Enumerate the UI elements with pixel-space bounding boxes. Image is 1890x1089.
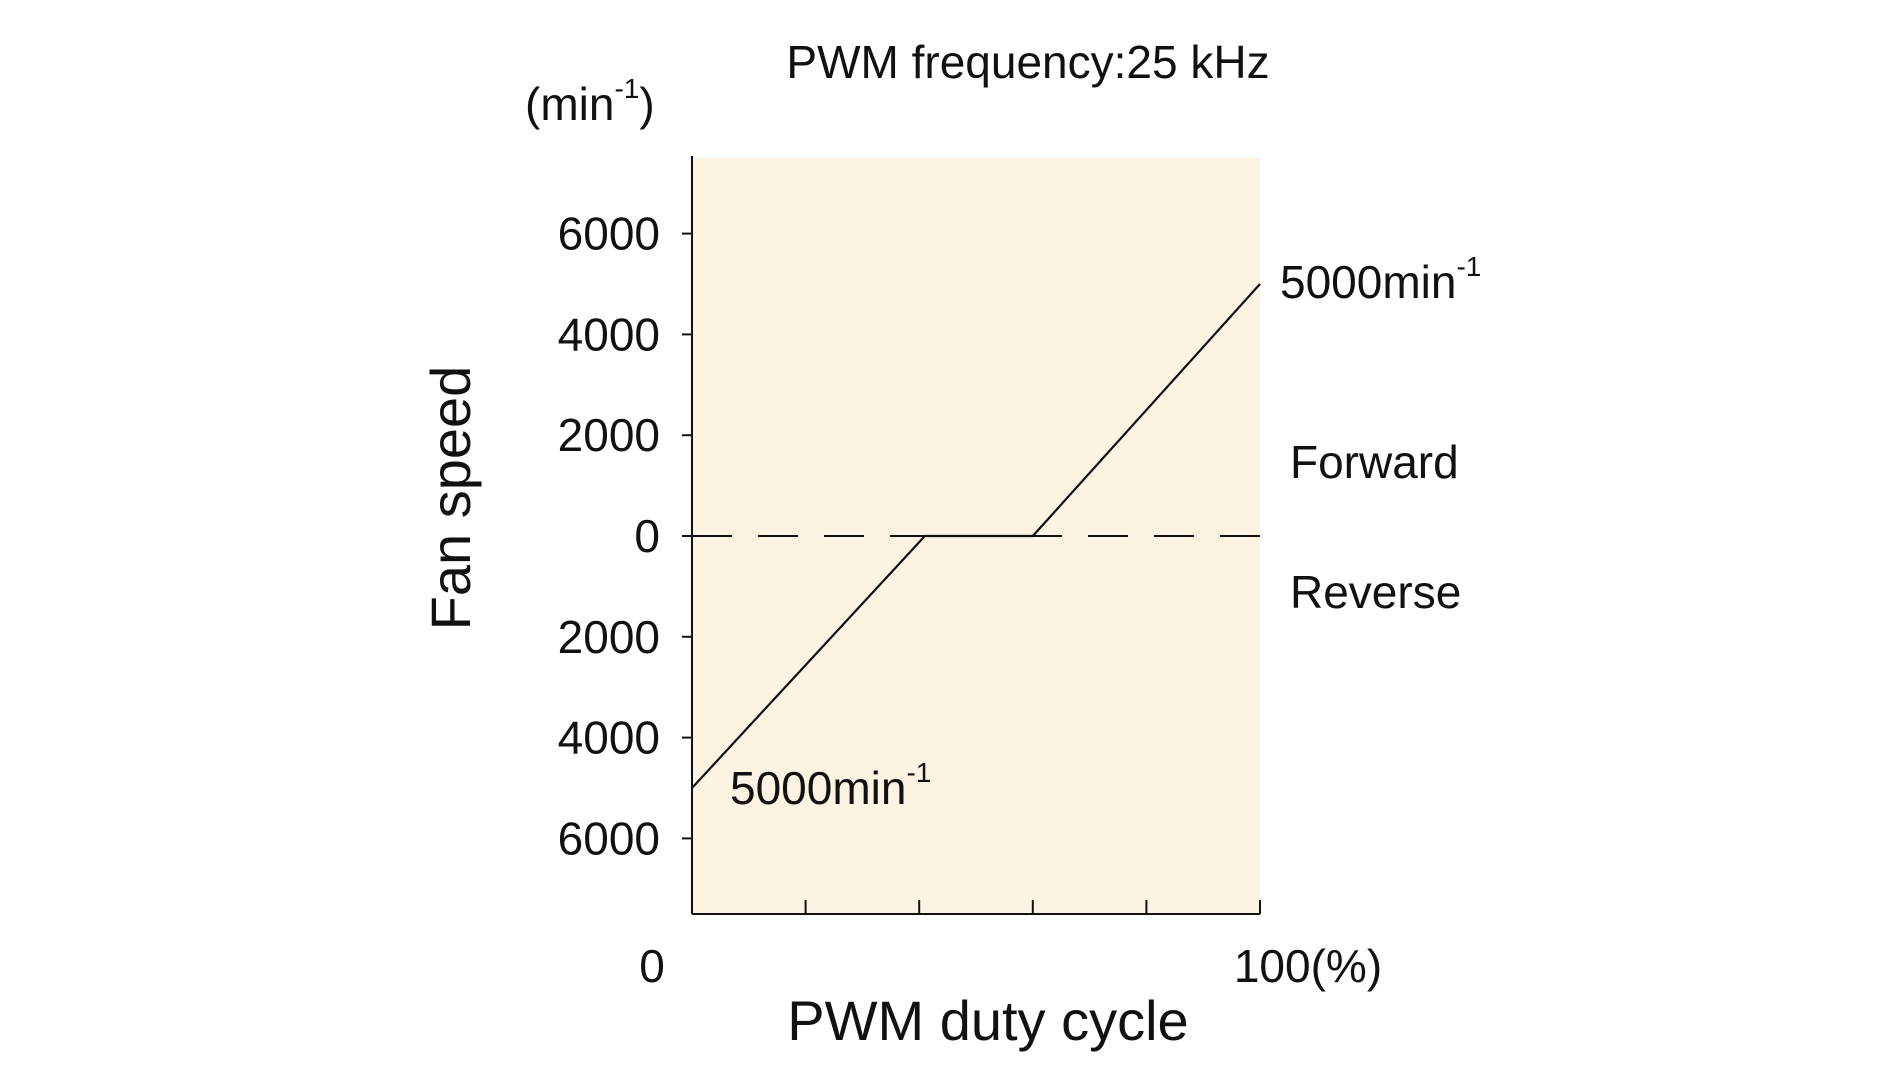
- x-tick-label-end: 100(%): [1234, 940, 1382, 992]
- y-tick-label: 4000: [558, 308, 660, 360]
- y-tick-label: 2000: [558, 409, 660, 461]
- chart-title: PWM frequency:25 kHz: [786, 36, 1269, 88]
- max-forward-annotation: 5000min-1: [1280, 251, 1481, 308]
- series-group: [691, 283, 1261, 789]
- max-reverse-annotation: 5000min-1: [730, 757, 931, 814]
- y-unit-superscript: -1: [614, 73, 639, 104]
- x-tick-label-start: 0: [639, 940, 665, 992]
- y-tick-label: 2000: [558, 611, 660, 663]
- annotation-superscript: -1: [1456, 251, 1481, 282]
- y-axis-label: Fan speed: [419, 366, 482, 631]
- forward-label: Forward: [1290, 436, 1459, 488]
- y-unit-label: (min-1): [525, 73, 655, 130]
- y-tick-label: 0: [634, 510, 660, 562]
- fan-speed-line: [691, 283, 1261, 789]
- y-tick-labels: 6000 4000 2000 0 2000 4000 6000: [558, 208, 660, 865]
- annotation-superscript: -1: [906, 757, 931, 788]
- reverse-label: Reverse: [1290, 566, 1461, 618]
- y-tick-label: 4000: [558, 712, 660, 764]
- y-tick-label: 6000: [558, 208, 660, 260]
- x-axis-label: PWM duty cycle: [787, 989, 1188, 1052]
- y-tick-label: 6000: [558, 812, 660, 864]
